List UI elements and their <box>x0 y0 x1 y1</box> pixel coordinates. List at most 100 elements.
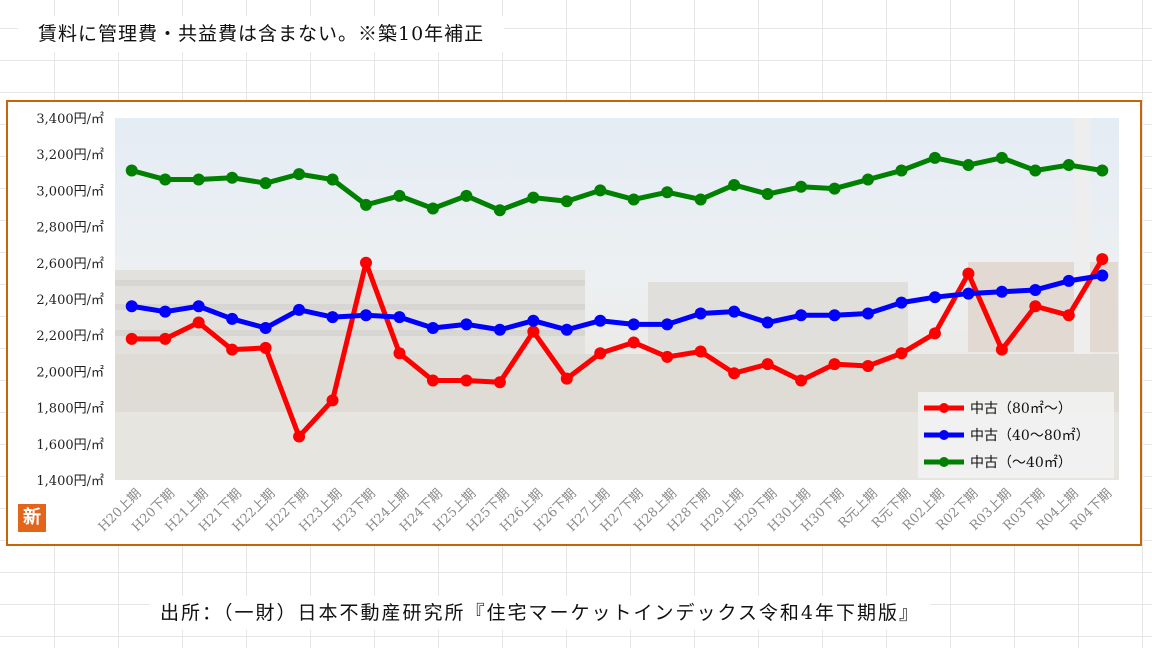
data-point <box>560 372 573 385</box>
data-point <box>360 198 372 211</box>
data-point <box>661 350 674 363</box>
data-point <box>995 285 1008 298</box>
data-point <box>761 358 774 371</box>
data-point <box>995 343 1008 356</box>
data-point <box>862 307 874 320</box>
data-point <box>895 164 908 177</box>
data-point <box>393 311 406 324</box>
data-point <box>460 318 473 331</box>
series-3 <box>125 151 1109 217</box>
data-point <box>192 316 205 329</box>
y-tick-label: 3,200円/㎡ <box>36 148 104 163</box>
data-point <box>360 256 372 269</box>
data-point <box>326 311 339 324</box>
data-point <box>326 173 339 186</box>
data-point <box>259 321 272 334</box>
data-point <box>694 345 707 358</box>
data-point <box>1096 164 1109 177</box>
data-point <box>962 267 975 280</box>
data-point <box>761 188 774 201</box>
data-point <box>1062 274 1075 287</box>
y-tick-label: 2,800円/㎡ <box>36 221 104 236</box>
legend-item: 中古（～40㎡） <box>924 455 1072 471</box>
data-point <box>928 327 941 340</box>
data-point <box>828 182 841 195</box>
source-note: 出所：（一財）日本不動産研究所『住宅マーケットインデックス令和4年下期版』 <box>150 596 931 630</box>
data-point <box>493 376 506 389</box>
data-point <box>527 191 540 204</box>
data-point <box>928 291 941 304</box>
data-point <box>694 307 707 320</box>
data-point <box>594 184 607 197</box>
x-axis: H20上期H20下期H21上期H21下期H22上期H22下期H23上期H23下期… <box>96 486 1115 535</box>
data-point <box>426 202 439 215</box>
data-point <box>928 151 941 164</box>
data-point <box>125 300 138 313</box>
line-chart: 1,400円/㎡ 1,600円/㎡ 1,800円/㎡ 2,000円/㎡ 2,200円/㎡… <box>36 112 1119 535</box>
data-point <box>795 180 808 193</box>
rent-note: 賃料に管理費・共益費は含まない。※築10年補正 <box>18 16 505 52</box>
data-point <box>226 171 239 184</box>
data-point <box>259 341 272 354</box>
chart-frame: 1,400円/㎡ 1,600円/㎡ 1,800円/㎡ 2,000円/㎡ 2,200円/㎡… <box>6 100 1142 546</box>
y-tick-label: 2,200円/㎡ <box>36 329 104 344</box>
data-point <box>493 204 506 217</box>
y-tick-label: 1,400円/㎡ <box>36 474 104 489</box>
data-point <box>661 186 674 199</box>
data-point <box>795 374 808 387</box>
data-point <box>125 332 138 345</box>
data-point <box>761 316 774 329</box>
data-point <box>728 178 741 191</box>
data-point <box>895 296 908 309</box>
data-point <box>661 318 674 331</box>
data-point <box>527 325 540 338</box>
data-point <box>627 336 640 349</box>
data-point <box>426 374 439 387</box>
data-point <box>962 287 975 300</box>
data-point <box>159 332 172 345</box>
legend-swatch-marker <box>939 457 949 467</box>
data-point <box>962 159 975 172</box>
new-badge: 新 <box>18 504 46 532</box>
legend-label: 中古（40～80㎡） <box>970 428 1090 444</box>
data-point <box>594 347 607 360</box>
data-point <box>460 189 473 202</box>
legend-item: 中古（80㎡～） <box>924 401 1072 417</box>
data-point <box>694 193 707 206</box>
data-point <box>895 347 908 360</box>
data-point <box>1096 253 1109 266</box>
series-layer <box>125 151 1109 443</box>
data-point <box>192 173 205 186</box>
data-point <box>560 323 573 336</box>
data-point <box>326 394 339 407</box>
y-tick-label: 2,000円/㎡ <box>36 365 104 380</box>
data-point <box>828 358 841 371</box>
data-point <box>795 309 808 322</box>
data-point <box>293 430 306 443</box>
data-point <box>1029 283 1042 296</box>
data-point <box>1096 269 1109 282</box>
legend-swatch-marker <box>939 403 949 413</box>
y-tick-label: 3,400円/㎡ <box>36 112 104 127</box>
data-point <box>862 359 874 372</box>
legend-swatch-marker <box>939 430 949 440</box>
data-point <box>862 173 874 186</box>
y-tick-label: 1,600円/㎡ <box>36 438 104 453</box>
data-point <box>226 343 239 356</box>
chart-legend: 中古（80㎡～） 中古（40～80㎡） 中古（～40㎡） <box>918 392 1114 478</box>
data-point <box>460 374 473 387</box>
data-point <box>1029 164 1042 177</box>
legend-item: 中古（40～80㎡） <box>924 428 1090 444</box>
data-point <box>560 195 573 208</box>
series-line <box>129 256 1105 440</box>
data-point <box>627 193 640 206</box>
data-point <box>293 168 306 181</box>
data-point <box>1062 309 1075 322</box>
data-point <box>125 164 138 177</box>
legend-label: 中古（～40㎡） <box>970 455 1072 471</box>
data-point <box>995 151 1008 164</box>
series-2 <box>125 269 1109 336</box>
data-point <box>627 318 640 331</box>
y-tick-label: 1,800円/㎡ <box>36 402 104 417</box>
data-point <box>159 305 172 318</box>
